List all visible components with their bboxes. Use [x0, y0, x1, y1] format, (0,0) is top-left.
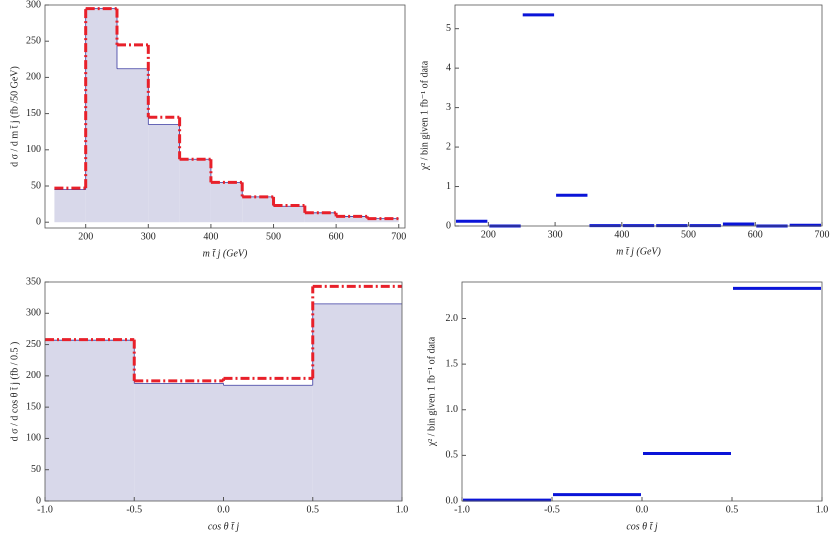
x-tick-label: 1.0	[816, 504, 829, 515]
x-tick-label: 700	[391, 231, 406, 242]
x-tick-label: -1.0	[37, 504, 53, 515]
panel: 200 300 400 500 600 700 0 50 100 150 200 250 300 m t̄…	[9, 0, 406, 259]
bar	[223, 385, 313, 501]
x-tick-label: 600	[329, 231, 344, 242]
y-tick-label: 250	[26, 35, 41, 46]
x-tick-label: 400	[203, 231, 218, 242]
y-tick-label: 5	[446, 23, 451, 34]
x-tick-label: 700	[815, 229, 830, 240]
x-tick-label: 500	[681, 229, 696, 240]
y-tick-label: 0.5	[446, 450, 459, 461]
bar	[304, 212, 337, 223]
y-axis-label: d σ / d cos θ t̄ j (fb / 0.5 )	[9, 342, 20, 442]
bar	[134, 383, 224, 501]
x-axis-label: cos θ t̄ j	[208, 521, 240, 532]
y-tick-label: 200	[26, 72, 41, 83]
x-tick-label: 1.0	[396, 504, 409, 515]
bar	[45, 340, 135, 501]
y-tick-label: 0	[36, 495, 41, 506]
y-tick-label: 0	[36, 217, 41, 228]
y-tick-label: 3	[446, 102, 451, 113]
x-tick-label: 500	[266, 231, 281, 242]
x-tick-label: 400	[614, 229, 629, 240]
bar	[242, 196, 274, 223]
x-tick-label: 0.5	[307, 504, 320, 515]
y-tick-label: 250	[26, 339, 41, 350]
x-tick-label: 200	[481, 229, 496, 240]
bar	[179, 159, 211, 223]
x-tick-label: 300	[141, 231, 156, 242]
x-axis-label: cos θ t̄ j	[626, 521, 658, 532]
bar	[336, 216, 368, 223]
bar	[273, 206, 305, 223]
y-tick-label: 100	[26, 144, 41, 155]
y-tick-label: 100	[26, 433, 41, 444]
y-tick-label: 350	[26, 276, 41, 287]
bar	[312, 303, 402, 501]
x-tick-label: 600	[748, 229, 763, 240]
x-tick-label: 0.0	[217, 504, 230, 515]
y-tick-label: 300	[26, 0, 41, 10]
bar	[148, 124, 180, 223]
x-tick-label: -0.5	[126, 504, 142, 515]
panel: 200 300 400 500 600 700 0 1 2 3 4 5 m t̄ j (GeV) χ² /…	[419, 4, 830, 257]
y-tick-label: 0.0	[446, 495, 459, 506]
panel: -1.0 -0.5 0.0 0.5 1.0 0.0 0.5 1.0 1.5 2.0 cos θ t̄…	[426, 281, 829, 532]
panel: -1.0 -0.5 0.0 0.5 1.0 0 50 100 150 200 250 300 350 co…	[9, 276, 408, 532]
x-tick-label: -0.5	[544, 504, 560, 515]
y-tick-label: 1.0	[446, 404, 459, 415]
y-axis-label: χ² / bin given 1 fb⁻¹ of data	[419, 60, 430, 171]
y-tick-label: 2.0	[446, 313, 459, 324]
x-tick-label: 200	[78, 231, 93, 242]
y-tick-label: 300	[26, 308, 41, 319]
x-axis-label: m t̄ j (GeV)	[203, 248, 248, 259]
bar	[54, 189, 86, 223]
y-tick-label: 2	[446, 141, 451, 152]
y-tick-label: 0	[446, 220, 451, 231]
y-tick-label: 150	[26, 401, 41, 412]
y-tick-label: 150	[26, 108, 41, 119]
plot-frame	[461, 281, 823, 502]
bar	[210, 182, 243, 223]
bar	[367, 218, 399, 223]
y-axis-label: χ² / bin given 1 fb⁻¹ of data	[426, 336, 437, 447]
plot-frame	[454, 4, 823, 227]
y-tick-label: 1	[446, 181, 451, 192]
y-axis-label: d σ / d m t̄ j (fb /50 GeV)	[9, 66, 20, 167]
x-tick-label: 300	[548, 229, 563, 240]
x-tick-label: 0.5	[726, 504, 739, 515]
y-tick-label: 50	[31, 464, 41, 475]
x-axis-label: m t̄ j (GeV)	[616, 246, 661, 257]
y-tick-label: 50	[31, 180, 41, 191]
y-tick-label: 4	[446, 62, 451, 73]
x-tick-label: 0.0	[636, 504, 649, 515]
y-tick-label: 1.5	[446, 358, 459, 369]
x-tick-label: -1.0	[454, 504, 470, 515]
bar	[117, 68, 149, 223]
plot-frame	[44, 4, 406, 229]
y-tick-label: 200	[26, 370, 41, 381]
bar	[85, 8, 117, 223]
